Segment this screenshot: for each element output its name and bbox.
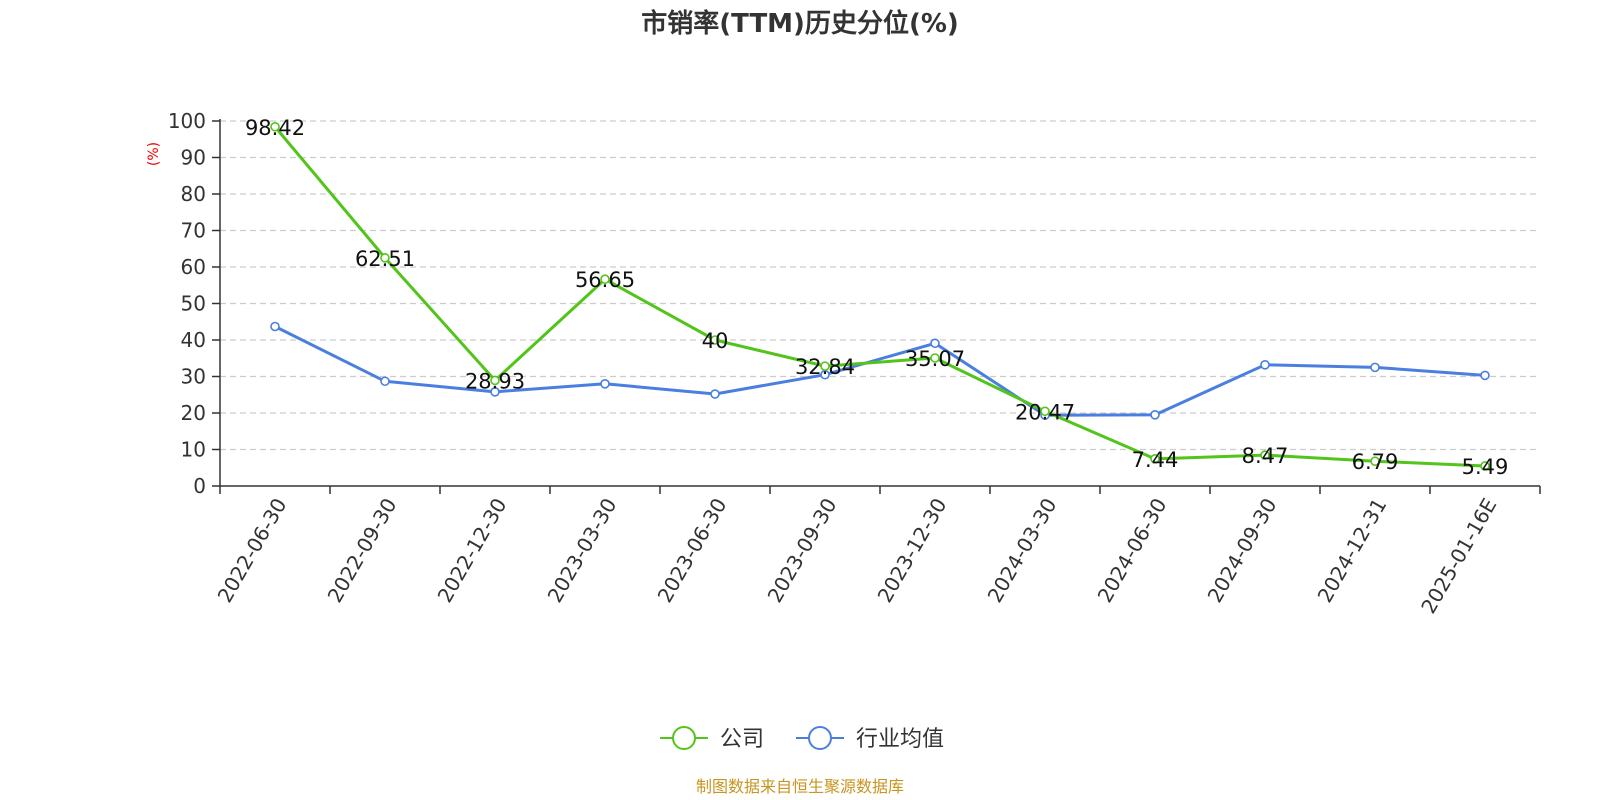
data-point-1 (1150, 410, 1160, 420)
data-label: 32.84 (795, 355, 855, 379)
y-tick-label: 60 (181, 255, 206, 279)
data-label: 98.42 (245, 116, 305, 140)
data-point-0 (930, 353, 940, 363)
data-point-1 (600, 378, 610, 389)
x-tick-label: 2022-06-30 (212, 494, 291, 607)
data-label: 56.65 (575, 268, 635, 292)
data-point-0 (270, 121, 280, 132)
data-point-1 (380, 376, 390, 387)
y-tick-label: 90 (181, 146, 206, 170)
series-lines (270, 121, 1490, 471)
data-point-1 (710, 389, 720, 399)
data-point-0 (820, 361, 830, 371)
series-line-0 (273, 125, 1486, 468)
data-label: 28.93 (465, 369, 525, 393)
data-label: 62.51 (355, 247, 415, 271)
legend-label: 公司 (720, 727, 764, 752)
y-tick-label: 10 (181, 438, 206, 462)
x-tick-label: 2023-03-30 (542, 494, 621, 607)
x-tick-label: 2023-06-30 (652, 494, 731, 607)
data-point-0 (490, 375, 500, 386)
y-tick-label: 100 (168, 109, 206, 133)
data-label: 20.47 (1015, 400, 1075, 424)
data-point-0 (600, 274, 610, 285)
y-tick-label: 30 (181, 365, 206, 389)
x-tick-label: 2023-09-30 (762, 494, 841, 607)
data-point-0 (380, 253, 390, 263)
legend-marker (672, 726, 696, 750)
x-tick-label: 2024-03-30 (982, 494, 1061, 607)
y-axis-label: (%) (146, 142, 162, 166)
y-tick-label: 0 (193, 474, 206, 498)
x-tick-label: 2022-12-30 (432, 494, 511, 607)
data-label: 40 (702, 329, 729, 353)
y-tick-label: 50 (181, 292, 206, 316)
data-point-0 (1260, 450, 1270, 460)
chart-title: 市销率(TTM)历史分位(%) (641, 8, 959, 39)
data-point-1 (1480, 370, 1490, 381)
data-point-0 (1150, 454, 1160, 464)
data-point-0 (1480, 461, 1490, 471)
data-point-0 (1040, 406, 1050, 417)
grid-lines (220, 120, 1540, 451)
data-point-1 (930, 338, 940, 349)
y-tick-label: 20 (181, 401, 206, 425)
data-point-1 (1260, 360, 1270, 370)
data-point-1 (490, 387, 500, 397)
data-point-1 (270, 321, 280, 332)
data-point-1 (1370, 362, 1380, 373)
y-tick-label: 80 (181, 182, 206, 206)
legend-label: 行业均值 (856, 727, 944, 752)
legend-item-0[interactable]: 公司 (660, 726, 764, 752)
data-label: 8.47 (1242, 444, 1289, 468)
x-tick-label: 2025-01-16E (1416, 494, 1501, 618)
legend-marker (808, 726, 832, 750)
data-label: 5.49 (1462, 455, 1509, 479)
x-tick-label: 2022-09-30 (322, 494, 401, 607)
y-tick-label: 40 (181, 328, 206, 352)
data-point-0 (710, 335, 720, 345)
x-tick-label: 2024-09-30 (1202, 494, 1281, 607)
x-tick-label: 2024-12-31 (1312, 494, 1391, 607)
y-tick-label: 70 (181, 219, 206, 243)
data-labels: 98.42 62.51 28.93 56.65 40 32.84 35.07 20.47 7.4… (245, 116, 1508, 479)
data-point-0 (1370, 456, 1380, 467)
data-label: 7.44 (1132, 448, 1179, 472)
x-tick-label: 2024-06-30 (1092, 494, 1171, 607)
source-note: 制图数据来自恒生聚源数据库 (696, 777, 904, 796)
x-tick-label: 2023-12-30 (872, 494, 951, 607)
legend-item-1[interactable]: 行业均值 (796, 726, 944, 752)
data-label: 35.07 (905, 347, 965, 371)
data-label: 6.79 (1352, 450, 1399, 474)
legend[interactable]: 公司 行业均值 (660, 726, 944, 752)
series-line-1 (274, 325, 1486, 417)
